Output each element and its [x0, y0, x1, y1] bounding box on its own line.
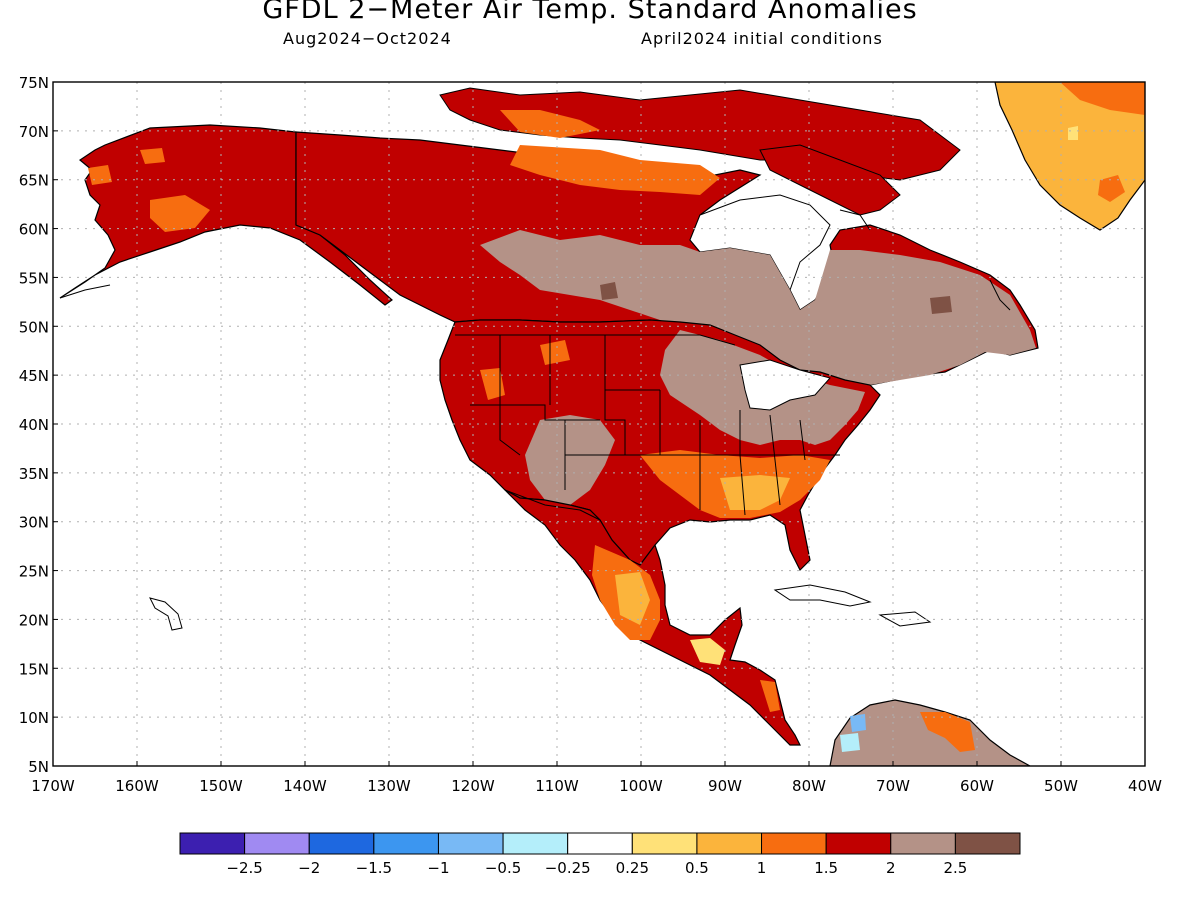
legend-swatch	[825, 832, 892, 855]
legend-label: 0.5	[685, 859, 709, 877]
longitude-label: 150W	[199, 777, 243, 795]
legend-labels: −2.5 −2 −1.5 −1 −0.5 −0.25 0.25 0.5 1 1.5 2 2.5	[226, 859, 967, 877]
longitude-label: 140W	[283, 777, 327, 795]
latitude-label: 45N	[19, 367, 49, 385]
greenland-orange-anomaly-2	[1098, 175, 1125, 202]
legend-swatch	[437, 832, 504, 855]
legend-label: −2	[298, 859, 320, 877]
latitude-label: 75N	[19, 74, 49, 92]
south-america-blue-anomaly	[850, 714, 866, 732]
map-title: GFDL 2−Meter Air Temp. Standard Anomalie…	[262, 0, 918, 25]
legend-swatch	[244, 832, 310, 855]
longitude-label: 70W	[876, 777, 910, 795]
longitude-label: 130W	[367, 777, 411, 795]
longitude-label: 50W	[1044, 777, 1078, 795]
longitude-label: 110W	[535, 777, 579, 795]
cuba	[773, 584, 872, 607]
legend-colorbar	[179, 832, 1021, 855]
south-america-pale-blue-anomaly	[840, 733, 860, 752]
central-america-yellow-anomaly	[690, 638, 725, 665]
longitude-label: 60W	[960, 777, 994, 795]
longitude-label: 120W	[451, 777, 495, 795]
alaska-orange-anomaly-2	[88, 165, 112, 185]
coastline-details	[59, 209, 1011, 311]
north-plains-orange-anomaly	[540, 340, 570, 365]
latitude-label: 40N	[19, 416, 49, 434]
latitude-label: 35N	[19, 465, 49, 483]
longitude-axis: 170W 160W 150W 140W 130W 120W 110W 100W 90W 80W 70…	[31, 761, 1162, 795]
legend-swatch	[179, 832, 246, 855]
alaska-orange-anomaly-3	[140, 148, 165, 164]
dark-taupe-patch	[600, 282, 618, 300]
west-taupe-anomaly	[525, 415, 615, 505]
legend-label: 1	[757, 859, 767, 877]
legend-swatch	[761, 832, 827, 855]
latitude-label: 65N	[19, 172, 49, 190]
longitude-label: 160W	[115, 777, 159, 795]
alaska-orange-anomaly	[150, 195, 210, 232]
legend-swatch	[567, 832, 633, 855]
legend-swatch	[890, 832, 956, 855]
hawaii-islands	[149, 597, 183, 631]
initial-conditions: April2024 initial conditions	[641, 29, 883, 48]
legend-swatch	[502, 832, 569, 855]
legend-swatch	[696, 832, 763, 855]
canada-orange-anomaly	[510, 145, 720, 195]
legend-label: −1	[427, 859, 449, 877]
legend-label: 1.5	[814, 859, 838, 877]
south-america-landmass	[829, 699, 1031, 766]
latitude-label: 10N	[19, 709, 49, 727]
latitude-axis: 75N 70N 65N 60N 55N 50N 45N 40N 35N 30N 25N 20N 15N 1…	[19, 74, 58, 776]
legend-label: 0.25	[616, 859, 649, 877]
legend-label: −0.5	[485, 859, 521, 877]
latitude-label: 50N	[19, 318, 49, 336]
latitude-label: 60N	[19, 221, 49, 239]
latitude-label: 5N	[28, 758, 49, 776]
legend-swatch	[631, 832, 698, 855]
west-orange-anomaly	[480, 368, 505, 400]
longitude-label: 170W	[31, 777, 75, 795]
gridlines	[53, 82, 1145, 766]
forecast-period: Aug2024−Oct2024	[283, 29, 452, 48]
legend-label: −1.5	[356, 859, 392, 877]
south-america-orange-anomaly	[920, 712, 975, 752]
latitude-label: 30N	[19, 514, 49, 532]
legend-swatch	[954, 832, 1021, 855]
greenland-orange-anomaly	[1060, 82, 1145, 115]
hispaniola	[878, 611, 932, 627]
legend-label: −0.25	[545, 859, 591, 877]
great-lakes	[739, 359, 831, 411]
latitude-label: 20N	[19, 611, 49, 629]
legend-label: 2.5	[943, 859, 967, 877]
southeast-light-orange-anomaly	[720, 475, 790, 510]
longitude-label: 80W	[792, 777, 826, 795]
longitude-label: 40W	[1128, 777, 1162, 795]
dark-taupe-patch-2	[930, 296, 952, 314]
longitude-label: 90W	[708, 777, 742, 795]
latitude-label: 55N	[19, 269, 49, 287]
political-boundaries	[295, 132, 840, 521]
longitude-label: 100W	[619, 777, 663, 795]
legend-label: 2	[886, 859, 896, 877]
greenland-yellow-patch	[1068, 126, 1078, 140]
legend-swatch	[308, 832, 375, 855]
canada-taupe-anomaly	[480, 230, 1036, 385]
latitude-label: 15N	[19, 660, 49, 678]
central-america-orange-anomaly	[760, 680, 780, 712]
legend-label: −2.5	[226, 859, 262, 877]
legend-swatch	[373, 832, 439, 855]
latitude-label: 25N	[19, 563, 49, 581]
latitude-label: 70N	[19, 123, 49, 141]
